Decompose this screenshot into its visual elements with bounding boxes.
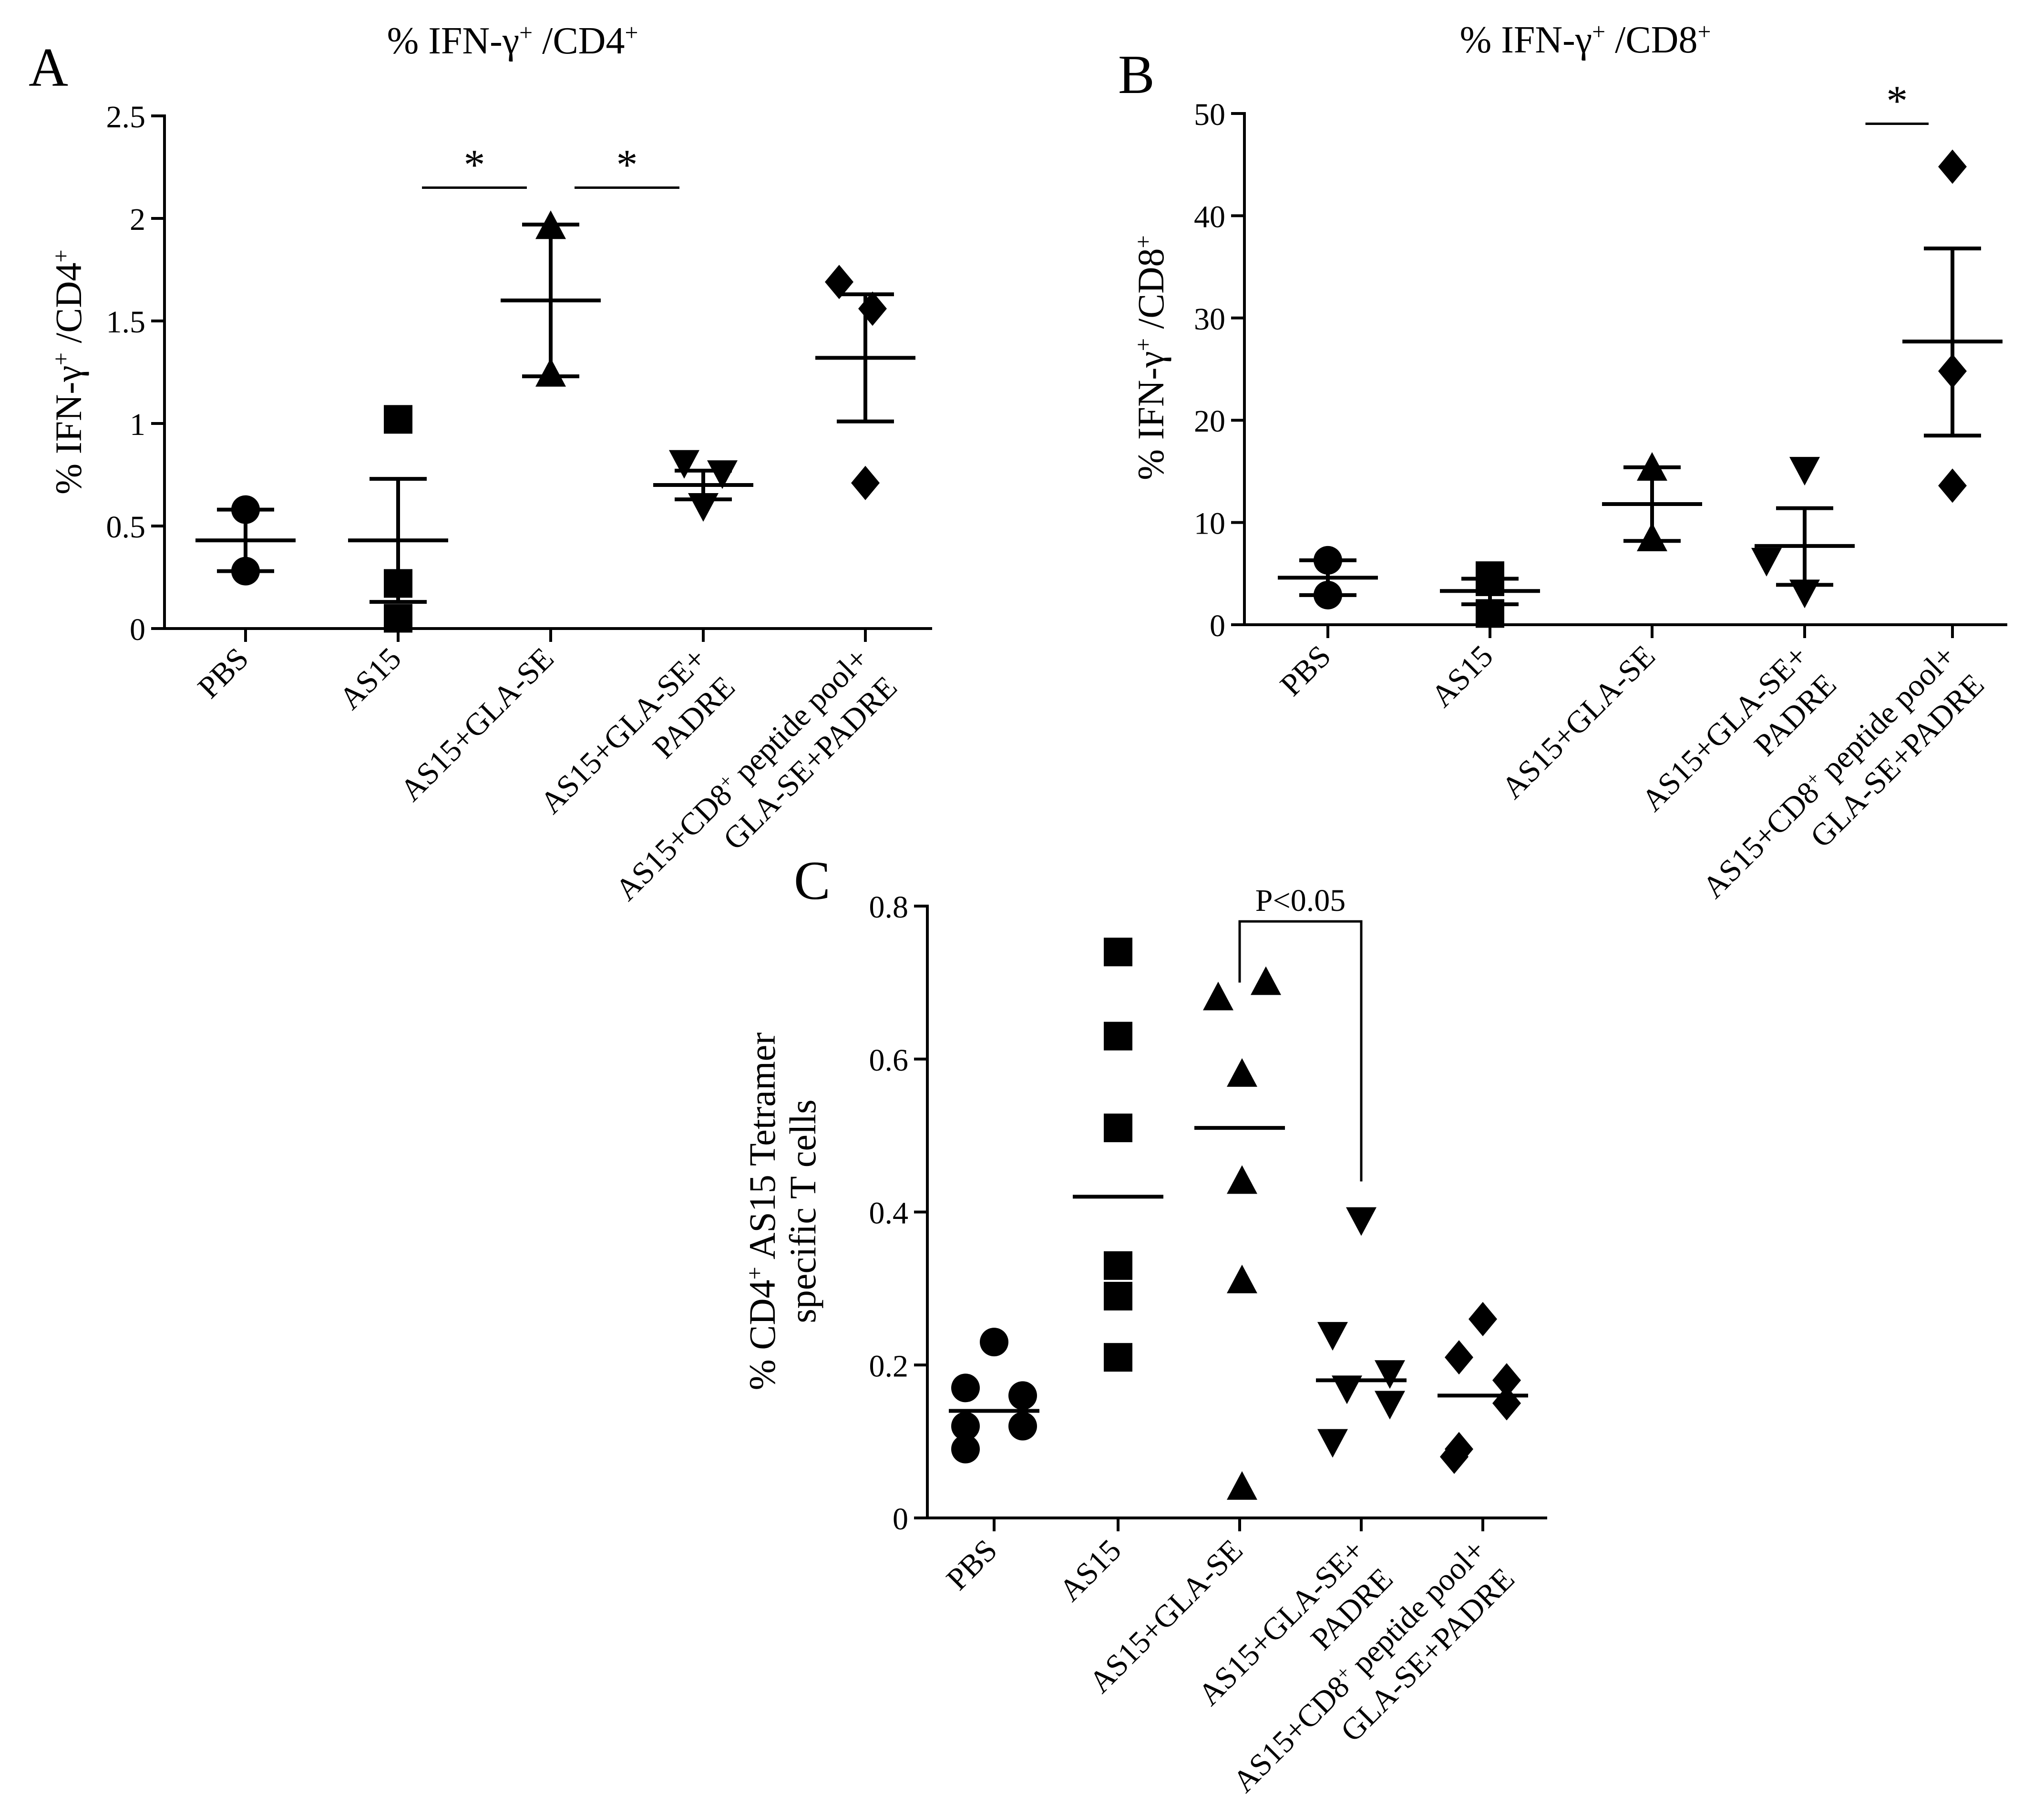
data-point-as15-gla-se [1227,1165,1257,1194]
y-tick-label: 2.5 [106,100,146,134]
significance-label: * [616,142,638,189]
y-tick-label: 20 [1194,404,1225,439]
panel-a-letter: A [29,37,68,98]
data-point-as15-cd8-peptide-pool-gla-se-padre [1440,1439,1469,1474]
data-point-as15-cd8-peptide-pool-gla-se-padre [851,465,880,500]
data-point-as15-cd8-peptide-pool-gla-se-padre [1492,1363,1521,1398]
y-tick-label: 30 [1194,302,1225,337]
significance-label: * [464,142,485,189]
y-axis-label: % CD4+ AS15 Tetramer [741,1032,783,1390]
y-tick-label: 0 [130,612,145,647]
significance-bracket [1238,920,1363,1182]
data-point-as15-gla-se [1227,1471,1257,1500]
y-tick-label: 10 [1194,506,1225,541]
panel-b-letter: B [1118,44,1155,105]
data-point-as15-gla-se-padre [1332,1375,1362,1404]
data-point-as15-cd8-peptide-pool-gla-se-padre [1445,1340,1473,1375]
data-point-as15-gla-se-padre [1789,579,1820,609]
data-point-as15-gla-se-padre [669,450,699,479]
significance-label: P<0.05 [1255,883,1346,918]
data-point-pbs [980,1328,1008,1357]
significance-label: * [1886,77,1908,124]
y-tick-label: 0 [893,1502,908,1537]
data-point-pbs [951,1412,980,1441]
y-tick-label: 0.5 [106,510,146,545]
data-point-as15-cd8-peptide-pool-gla-se-padre [1938,149,1967,184]
y-tick-label: 50 [1194,97,1225,132]
y-axis-label: specific T cells [782,1099,823,1323]
data-point-as15 [1104,938,1132,967]
y-tick-label: 1 [130,407,145,442]
data-point-as15-gla-se-padre [1317,1429,1348,1458]
data-point-pbs [1008,1381,1037,1410]
y-tick-label: 40 [1194,199,1225,234]
data-point-pbs [951,1373,980,1403]
y-tick-label: 0.2 [869,1349,909,1383]
y-tick-label: 0.8 [869,890,909,925]
data-point-as15-gla-se-padre [1375,1391,1405,1420]
data-point-as15-gla-se [1251,966,1281,995]
y-tick-label: 2 [130,202,145,237]
data-point-as15-gla-se [1203,981,1233,1011]
data-point-as15-cd8-peptide-pool-gla-se-padre [825,265,853,299]
data-point-as15 [384,405,412,434]
panel-a-title: % IFN-γ+ /CD4+ [387,20,638,62]
data-point-as15 [1104,1343,1132,1372]
data-point-as15-cd8-peptide-pool-gla-se-padre [1469,1302,1497,1337]
data-point-as15-gla-se [1227,1058,1257,1087]
y-tick-label: 0.4 [869,1196,909,1231]
y-axis-label: % IFN-γ+ /CD4+ [48,249,89,495]
data-point-as15-gla-se-padre [1751,547,1782,577]
panel-b-title: % IFN-γ+ /CD8+ [1460,19,1711,62]
data-point-as15-gla-se-padre [1317,1322,1348,1351]
data-point-pbs [951,1434,980,1464]
y-axis-label: % IFN-γ+ /CD8+ [1130,235,1171,480]
data-point-as15 [1104,1022,1132,1051]
data-point-as15 [1104,1114,1132,1143]
panel-c-letter: C [794,850,831,911]
y-tick-label: 0 [1210,609,1225,643]
data-point-as15 [1104,1281,1132,1310]
y-tick-label: 1.5 [106,305,146,340]
data-point-as15 [1104,1251,1132,1280]
panel-a: A % IFN-γ+ /CD4+ 0 0.5 1 1.5 2 2.5 % IFN-γ+ /CD4… [29,20,932,908]
data-point-as15-gla-se [1227,1264,1257,1293]
data-point-as15-gla-se-padre [1789,457,1820,486]
data-point-as15-cd8-peptide-pool-gla-se-padre [1938,468,1967,503]
data-point-as15-gla-se-padre [1375,1360,1405,1389]
data-point-as15-gla-se-padre [707,460,738,489]
data-point-as15 [384,604,412,633]
y-tick-label: 0.6 [869,1043,909,1078]
data-point-as15-gla-se-padre [1346,1207,1376,1236]
data-point-pbs [1008,1412,1037,1441]
